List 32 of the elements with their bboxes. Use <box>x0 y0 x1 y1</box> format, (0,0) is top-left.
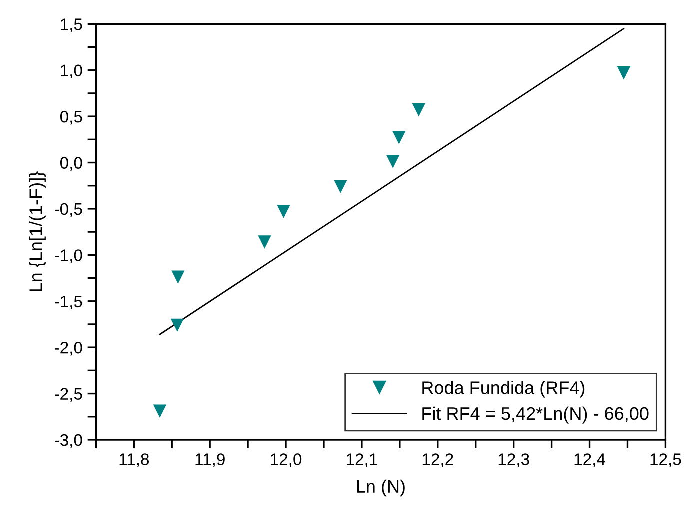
y-tick-label: -1,5 <box>55 296 82 310</box>
point <box>170 318 184 332</box>
point <box>172 270 185 284</box>
point <box>617 66 631 80</box>
x-tick-label: 11,8 <box>120 454 150 468</box>
y-tick-label: -0,5 <box>55 203 82 218</box>
x-tick-label: 12,2 <box>422 454 454 468</box>
point <box>277 205 290 218</box>
x-tick-label: 12,4 <box>574 454 606 468</box>
y-tick-label: 0,5 <box>60 110 82 125</box>
y-axis-title: Ln {Ln[1/(1-F)]} <box>29 172 46 292</box>
point <box>153 404 167 418</box>
x-tick-label: 12,5 <box>650 454 682 468</box>
y-tick-label: -3,0 <box>55 434 82 448</box>
y-tick-label: 1,0 <box>61 64 82 79</box>
point <box>386 155 400 168</box>
x-tick-label: 12,1 <box>347 454 378 468</box>
x-tick-label: 12,0 <box>271 454 302 468</box>
x-tick-label: 11,9 <box>196 454 225 468</box>
legend-label: Roda Fundida (RF4) <box>422 381 585 398</box>
x-axis-title: Ln (N) <box>357 480 405 497</box>
y-tick-label: -2,0 <box>55 342 82 356</box>
point <box>258 236 272 249</box>
point <box>334 180 348 194</box>
x-tick-label: 12,3 <box>498 454 530 468</box>
y-tick-label: 1,5 <box>61 18 82 32</box>
y-tick-label: -1,0 <box>55 250 82 264</box>
y-tick-label: 0,0 <box>60 157 82 171</box>
y-tick-label: -2,5 <box>55 388 82 402</box>
point <box>412 104 426 117</box>
legend-label: Fit RF4 = 5,42*Ln(N) - 66,00 <box>422 406 649 424</box>
point <box>392 131 406 144</box>
